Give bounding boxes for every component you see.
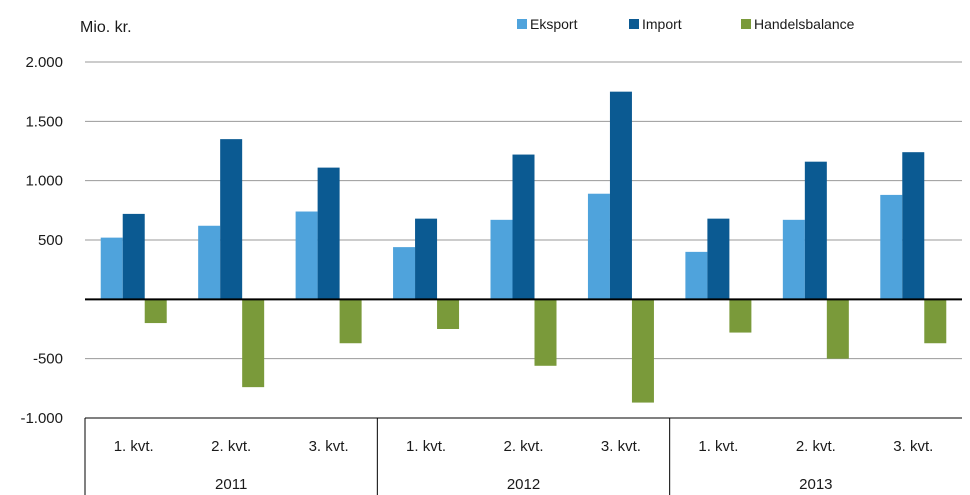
- y-tick-label: 500: [38, 232, 63, 249]
- bar-import: [122, 213, 145, 300]
- bar-eksport: [393, 247, 416, 300]
- bar-handelsbalance: [729, 299, 752, 333]
- bar-eksport: [880, 194, 903, 300]
- category-label: 1. kvt.: [406, 438, 446, 455]
- legend-swatch-import: [629, 19, 639, 29]
- bar-import: [707, 218, 730, 300]
- bar-handelsbalance: [339, 299, 362, 344]
- bar-handelsbalance: [924, 299, 947, 344]
- category-axis: 2011 2012 2013 1. kvt. 2. kvt. 3. kvt. 1. kvt.…: [84, 417, 962, 495]
- bar-import: [609, 91, 632, 300]
- bar-eksport: [587, 193, 610, 300]
- category-label: 1. kvt.: [114, 438, 154, 455]
- legend: Eksport Import Handelsbalance: [517, 16, 855, 32]
- category-label: 3. kvt.: [309, 438, 349, 455]
- bar-eksport: [295, 211, 318, 300]
- bar-handelsbalance: [242, 299, 265, 388]
- y-tick-label: -500: [33, 351, 63, 368]
- y-tick-label: 1.000: [25, 173, 63, 190]
- bar-handelsbalance: [826, 299, 849, 359]
- bar-eksport: [782, 219, 805, 300]
- bar-eksport: [490, 219, 513, 300]
- group-label: 2013: [799, 476, 832, 493]
- category-label: 2. kvt.: [211, 438, 251, 455]
- y-axis-unit-label: Mio. kr.: [80, 19, 132, 36]
- group-label: 2012: [507, 476, 540, 493]
- bar-import: [317, 167, 340, 300]
- y-tick-label: 2.000: [25, 54, 63, 71]
- legend-label: Handelsbalance: [754, 16, 855, 32]
- bar-handelsbalance: [437, 299, 460, 329]
- legend-swatch-handelsbalance: [741, 19, 751, 29]
- category-label: 3. kvt.: [893, 438, 933, 455]
- bar-eksport: [685, 251, 708, 300]
- bar-eksport: [198, 225, 221, 300]
- category-label: 2. kvt.: [796, 438, 836, 455]
- bar-import: [415, 218, 438, 300]
- category-label: 2. kvt.: [503, 438, 543, 455]
- bar-handelsbalance: [144, 299, 167, 324]
- bar-handelsbalance: [631, 299, 654, 403]
- bars: [100, 91, 947, 403]
- y-axis-tick-labels: -1.000 -500 500 1.000 1.500 2.000: [20, 54, 63, 427]
- bar-eksport: [100, 237, 123, 300]
- bar-import: [220, 139, 243, 300]
- bar-import: [804, 161, 827, 300]
- bar-import: [512, 154, 535, 300]
- legend-label: Eksport: [530, 16, 578, 32]
- y-tick-label: -1.000: [20, 410, 63, 427]
- group-label: 2011: [215, 476, 247, 493]
- legend-label: Import: [642, 16, 682, 32]
- y-tick-label: 1.500: [25, 113, 63, 130]
- category-label: 1. kvt.: [698, 438, 738, 455]
- bar-import: [902, 152, 925, 300]
- bar-handelsbalance: [534, 299, 557, 366]
- category-label: 3. kvt.: [601, 438, 641, 455]
- legend-swatch-eksport: [517, 19, 527, 29]
